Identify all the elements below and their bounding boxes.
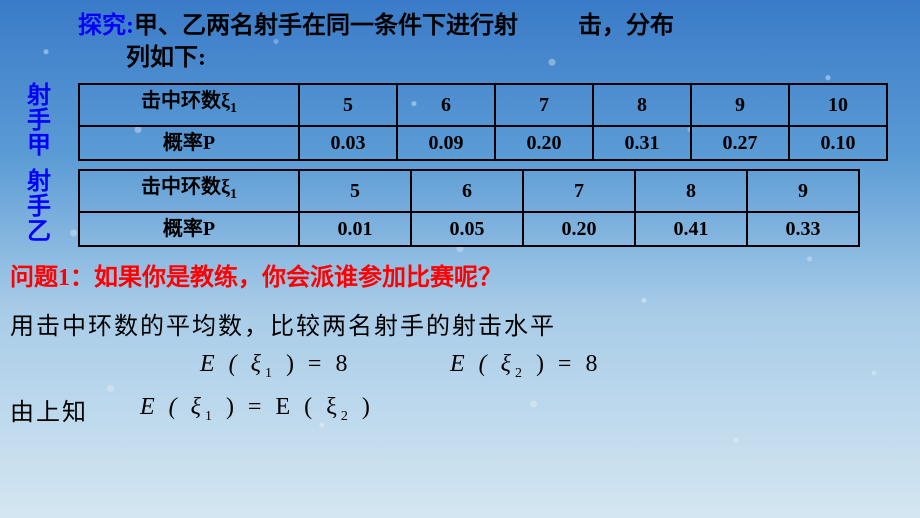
table-cell: 8	[593, 84, 691, 126]
table-cell: 0.10	[789, 126, 887, 160]
table-rowlabel: 概率P	[79, 126, 299, 160]
final-eq-sub1: 1	[205, 408, 216, 423]
shooter-a-label-1: 射	[0, 84, 78, 109]
table-cell: 0.33	[747, 212, 859, 246]
shooter-b-group: 射 手 乙 击中环数ξ1 5 6 7 8 9 概率P 0.01 0.05 0.2…	[0, 169, 920, 247]
shooter-b-label-2: 手	[0, 195, 78, 220]
table-cell: 0.20	[495, 126, 593, 160]
table-row: 概率P 0.03 0.09 0.20 0.31 0.27 0.10	[79, 126, 887, 160]
table-cell: 10	[789, 84, 887, 126]
table-cell: 7	[495, 84, 593, 126]
intro-line1: 探究: 甲、乙两名射手在同一条件下进行射 击，分布	[0, 10, 920, 42]
shooter-a-table: 击中环数ξ1 5 6 7 8 9 10 概率P 0.03 0.09 0.20 0…	[78, 83, 888, 161]
final-eq-sub2: 2	[341, 408, 352, 423]
eq1-mid: ) =	[276, 351, 336, 377]
shooter-a-label: 射 手 甲	[0, 84, 78, 160]
final-equation: E ( ξ1 ) = E ( ξ2 )	[140, 394, 374, 425]
table-cell: 6	[397, 84, 495, 126]
shooter-a-label-2: 手	[0, 109, 78, 134]
table-cell: 5	[299, 170, 411, 212]
table-cell: 0.01	[299, 212, 411, 246]
equation-row: E ( ξ1 ) = 8 E ( ξ2 ) = 8	[0, 351, 920, 382]
shooter-a-label-3: 甲	[0, 134, 78, 159]
eq1-lhs: E ( ξ	[200, 351, 265, 377]
eq1-rhs: 8	[335, 351, 351, 377]
eq1-sub: 1	[265, 366, 276, 381]
eq2-rhs: 8	[585, 351, 601, 377]
intro-label: 探究:	[78, 10, 134, 42]
question-1: 问题1：如果你是教练，你会派谁参加比赛呢？	[0, 257, 920, 292]
table-cell: 7	[523, 170, 635, 212]
final-row: 由上知 E ( ξ1 ) = E ( ξ2 )	[0, 392, 920, 427]
table-cell: 6	[411, 170, 523, 212]
table-row: 击中环数ξ1 5 6 7 8 9	[79, 170, 859, 212]
final-label: 由上知	[10, 392, 140, 427]
table-cell: 8	[635, 170, 747, 212]
final-eq-r: )	[352, 394, 374, 420]
intro-line1-first: 甲、乙两名射手在同一条件下进行射	[134, 10, 518, 42]
table-rowlabel: 击中环数ξ1	[79, 170, 299, 212]
equation-2: E ( ξ2 ) = 8	[450, 351, 601, 382]
table-rowlabel: 概率P	[79, 212, 299, 246]
table-cell: 0.03	[299, 126, 397, 160]
intro-line1-tail: 击，分布	[578, 10, 674, 42]
table-cell: 0.27	[691, 126, 789, 160]
shooter-a-group: 射 手 甲 击中环数ξ1 5 6 7 8 9 10 概率P 0.03 0.09 …	[0, 83, 920, 161]
intro-line2: 列如下:	[0, 42, 920, 74]
final-eq-mid: ) = E ( ξ	[216, 394, 341, 420]
table-cell: 0.05	[411, 212, 523, 246]
shooter-b-label-1: 射	[0, 170, 78, 195]
eq2-lhs: E ( ξ	[450, 351, 515, 377]
avg-compare-text: 用击中环数的平均数，比较两名射手的射击水平	[0, 306, 920, 341]
equation-1: E ( ξ1 ) = 8	[200, 351, 450, 382]
table-cell: 9	[747, 170, 859, 212]
table-cell: 0.41	[635, 212, 747, 246]
shooter-b-label: 射 手 乙	[0, 170, 78, 246]
table-cell: 0.09	[397, 126, 495, 160]
table-cell: 0.20	[523, 212, 635, 246]
table-row: 概率P 0.01 0.05 0.20 0.41 0.33	[79, 212, 859, 246]
table-cell: 5	[299, 84, 397, 126]
final-eq-l: E ( ξ	[140, 394, 205, 420]
table-rowlabel: 击中环数ξ1	[79, 84, 299, 126]
eq2-mid: ) =	[526, 351, 586, 377]
table-cell: 9	[691, 84, 789, 126]
eq2-sub: 2	[515, 366, 526, 381]
shooter-b-label-3: 乙	[0, 220, 78, 245]
shooter-b-table: 击中环数ξ1 5 6 7 8 9 概率P 0.01 0.05 0.20 0.41…	[78, 169, 860, 247]
table-row: 击中环数ξ1 5 6 7 8 9 10	[79, 84, 887, 126]
table-cell: 0.31	[593, 126, 691, 160]
